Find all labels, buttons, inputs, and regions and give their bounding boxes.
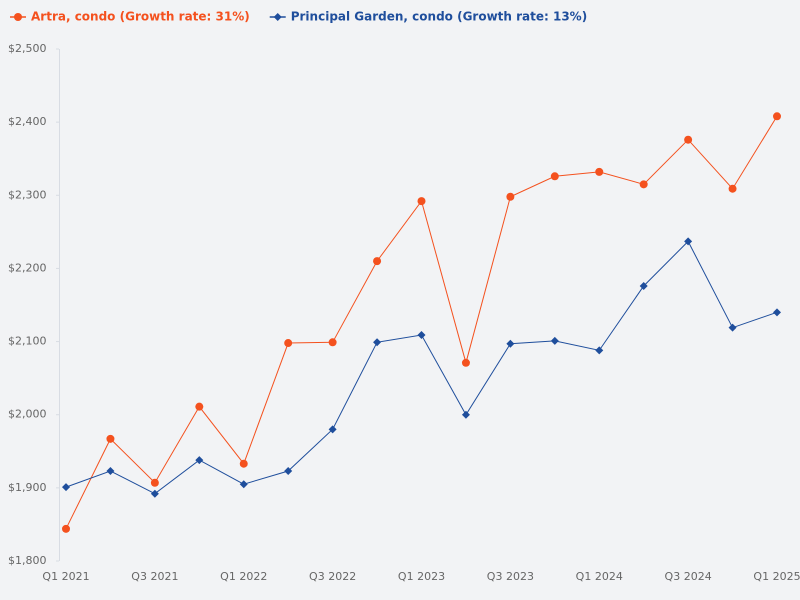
point xyxy=(239,459,248,468)
x-tick-label: Q1 2025 xyxy=(753,570,800,583)
point xyxy=(728,323,737,332)
y-tick-label: $2,200 xyxy=(8,261,47,274)
point xyxy=(728,184,737,193)
point xyxy=(773,112,781,121)
legend-marker xyxy=(273,13,282,21)
x-tick-label: Q3 2021 xyxy=(131,570,178,583)
point xyxy=(195,456,204,465)
point xyxy=(417,197,426,206)
x-tick-label: Q3 2023 xyxy=(487,570,534,583)
point xyxy=(595,167,604,176)
point xyxy=(373,338,382,347)
point xyxy=(684,135,693,144)
point xyxy=(461,358,470,367)
point xyxy=(595,346,604,355)
point xyxy=(150,478,159,487)
point xyxy=(417,330,426,339)
x-tick-label: Q3 2024 xyxy=(665,570,712,583)
point xyxy=(550,172,559,181)
point xyxy=(284,467,293,476)
point xyxy=(62,483,70,492)
point xyxy=(106,434,115,443)
y-tick-label: $2,400 xyxy=(8,115,47,128)
point xyxy=(506,339,515,348)
y-tick-label: $1,800 xyxy=(8,554,47,567)
point xyxy=(550,336,559,345)
y-tick-label: $2,500 xyxy=(8,42,47,55)
point xyxy=(639,281,648,290)
x-tick-label: Q3 2022 xyxy=(309,570,356,583)
legend-label: Artra, condo (Growth rate: 31%) xyxy=(31,10,250,24)
x-tick-label: Q1 2024 xyxy=(576,570,623,583)
point xyxy=(373,257,382,266)
point xyxy=(284,339,293,348)
point xyxy=(62,524,70,533)
point xyxy=(773,308,781,317)
point xyxy=(506,192,515,201)
x-tick-label: Q1 2022 xyxy=(220,570,267,583)
point xyxy=(195,402,204,411)
point xyxy=(684,237,693,246)
point xyxy=(150,489,159,498)
point xyxy=(639,180,648,189)
x-tick-label: Q1 2021 xyxy=(42,570,89,583)
point xyxy=(239,480,248,489)
point xyxy=(328,338,337,347)
x-tick-label: Q1 2023 xyxy=(398,570,445,583)
y-tick-label: $2,300 xyxy=(8,188,47,201)
point xyxy=(328,425,337,434)
legend-marker xyxy=(14,13,22,21)
point xyxy=(461,410,470,419)
point xyxy=(106,467,115,476)
y-tick-label: $2,100 xyxy=(8,335,47,348)
legend-label: Principal Garden, condo (Growth rate: 13… xyxy=(291,10,587,24)
y-tick-label: $1,900 xyxy=(8,481,47,494)
y-tick-label: $2,000 xyxy=(8,408,47,421)
